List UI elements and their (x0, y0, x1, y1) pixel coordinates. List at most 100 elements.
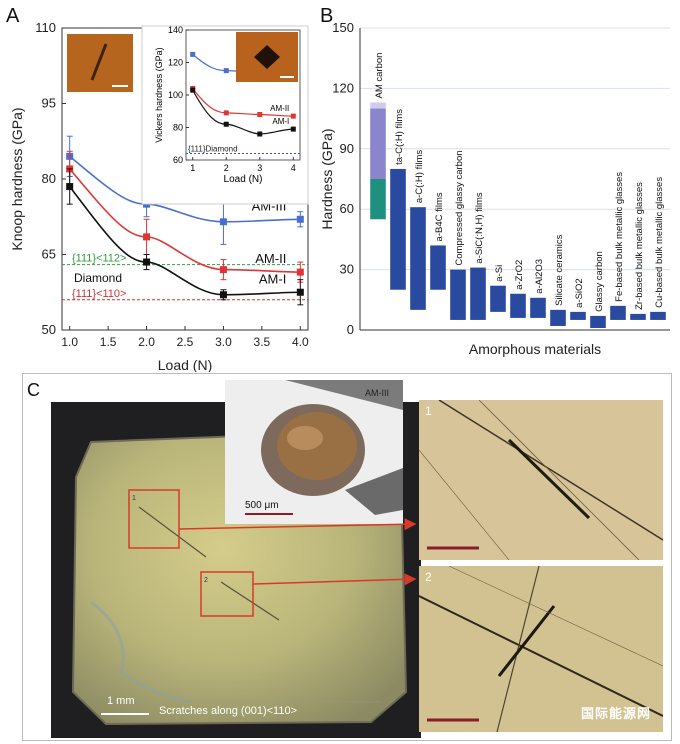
inset-series-line (192, 89, 294, 135)
y-axis-label: Knoop hardness (GPa) (9, 107, 25, 250)
series-line (69, 168, 301, 273)
bar (410, 207, 426, 310)
y-tick-label: 150 (332, 20, 354, 35)
bar-label: AM carbon (374, 53, 385, 99)
inset-data-point (223, 110, 229, 116)
bar-label: a-B4C films (434, 192, 445, 241)
data-point (296, 215, 304, 223)
y-tick-label: 60 (340, 201, 354, 216)
y-tick-label: 90 (340, 141, 354, 156)
inset-data-point (223, 121, 229, 127)
bar-segment (370, 179, 386, 220)
connector-arrows (178, 518, 417, 586)
bar (450, 269, 466, 320)
panel-b-chart: B 0 30 60 90 120 150 Hardness (GPa) Amorphous m… (320, 5, 670, 357)
bar (550, 309, 566, 326)
data-point (219, 218, 227, 226)
y-tick-label: 110 (35, 20, 56, 35)
y-tick-label: 95 (42, 96, 56, 111)
inset-x-tick-label: 1 (190, 163, 195, 173)
y-tick-label: 30 (340, 262, 354, 277)
box-1-number: 1 (132, 495, 136, 502)
bar (630, 313, 646, 320)
data-point (219, 266, 227, 274)
data-point (143, 258, 151, 266)
bar (490, 285, 506, 312)
scratch-caption: Scratches along (001)<110> (159, 705, 297, 717)
series-label: AM-I (259, 271, 286, 286)
inset-series-line (192, 88, 294, 117)
scratch-box-2 (200, 571, 254, 617)
bar-label: a-Si (494, 265, 505, 282)
series-line (69, 186, 301, 296)
bar (650, 311, 666, 320)
inset-x-tick-label: 3 (257, 163, 262, 173)
bar (570, 311, 586, 320)
series-line (69, 155, 301, 223)
panel-c: C 1 2 1 mm Scratches along (001)<110> (22, 373, 672, 741)
scratch-box-1 (128, 489, 180, 549)
inset-y-tick-label: 100 (168, 90, 183, 100)
y-tick-label: 50 (42, 322, 56, 337)
inset-y-tick-label: 60 (173, 155, 183, 165)
inset-reference-label: {111}Diamond (188, 145, 238, 154)
x-tick-label: 3.0 (215, 335, 232, 349)
bar-segment (370, 108, 386, 179)
inset-y-tick-label: 140 (168, 25, 183, 35)
inset-x-axis-label: Load (N) (224, 174, 263, 185)
x-tick-label: 4.0 (292, 335, 309, 349)
series-label: AM-II (255, 251, 286, 266)
box-2-number: 2 (204, 577, 208, 584)
bar (470, 267, 486, 320)
x-axis-label: Amorphous materials (469, 341, 601, 357)
x-tick-label: 2.5 (177, 335, 194, 349)
panel-a-chart: A 1.0 1.5 2.0 2.5 3.0 3.5 4.0 50 65 80 95 110 Load (… (6, 5, 309, 372)
bar-label: Fe-based bulk metallic glasses (614, 172, 625, 302)
inset-data-point (223, 68, 229, 74)
bar (610, 305, 626, 320)
bar-label: Cu-based bulk metallic glasses (654, 177, 665, 308)
inset-series-label: AM-II (270, 104, 289, 113)
x-tick-label: 2.0 (138, 335, 155, 349)
inset-data-point (190, 87, 196, 93)
bar (430, 245, 446, 290)
panel-c-label: C (27, 380, 40, 400)
panel-b-label: B (320, 5, 333, 27)
knoop-indent-photo (67, 34, 133, 92)
inset-data-point (257, 131, 263, 137)
data-point (143, 233, 151, 241)
inset-x-tick-label: 2 (224, 163, 229, 173)
x-tick-label: 1.0 (61, 335, 78, 349)
vickers-indent-photo (236, 32, 298, 82)
micrograph-1: 1 (419, 400, 663, 560)
bar (510, 293, 526, 318)
y-tick-label: 65 (42, 247, 56, 262)
diamond-annotation: Diamond (74, 271, 122, 285)
y-tick-label: 80 (42, 171, 56, 186)
x-axis-label: Load (N) (158, 357, 212, 372)
bar (390, 168, 406, 290)
reference-line-label: {111}<112> (72, 253, 126, 265)
bar-label: a-Al2O3 (534, 259, 545, 294)
micrograph-2: 2 国际能源网 (419, 566, 663, 732)
reference-line-label: {111}<110> (72, 288, 126, 300)
inset-series-label: AM-I (272, 117, 289, 126)
am-iii-photo: AM-III 500 μm (225, 380, 403, 524)
am-iii-inset-label: AM-III (365, 388, 389, 398)
micrograph-2-number: 2 (425, 570, 432, 584)
scale-inset-text: 500 μm (245, 500, 279, 511)
bar-label: Glassy carbon (594, 251, 605, 312)
panel-a-label: A (6, 5, 20, 27)
y-tick-label: 0 (347, 322, 354, 337)
data-point (66, 183, 74, 191)
x-tick-label: 1.5 (100, 335, 117, 349)
inset-data-point (290, 113, 296, 119)
bar-label: a-ZrO2 (514, 260, 525, 290)
bar (590, 315, 606, 328)
bar-segment (370, 102, 386, 109)
data-point (296, 268, 304, 276)
data-point (219, 291, 227, 299)
inset-data-point (190, 51, 196, 57)
micrograph-1-number: 1 (425, 404, 432, 418)
y-tick-label: 120 (332, 80, 354, 95)
